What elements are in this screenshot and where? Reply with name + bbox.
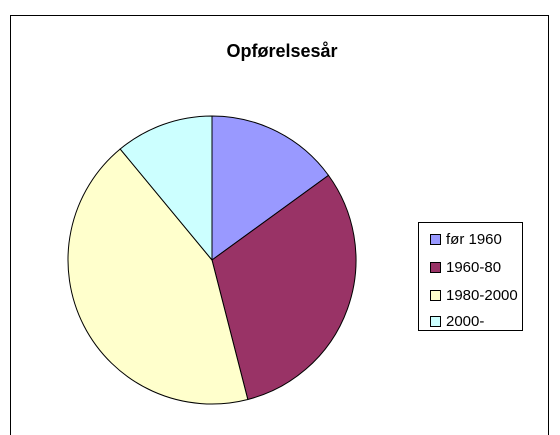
legend-swatch	[430, 262, 441, 273]
pie-slice	[211, 115, 330, 261]
legend-label: 1960-80	[446, 259, 501, 276]
legend-label: 1980-2000	[446, 287, 518, 304]
legend-label: før 1960	[446, 231, 502, 248]
legend-swatch	[430, 234, 441, 245]
legend-swatch	[430, 290, 441, 301]
pie-slice	[211, 174, 357, 401]
legend-label: 2000-	[446, 313, 484, 330]
pie-slice	[119, 115, 213, 262]
pie-slice	[67, 148, 249, 405]
legend-swatch	[430, 316, 441, 327]
chart-title: Opførelsesår	[226, 41, 337, 61]
